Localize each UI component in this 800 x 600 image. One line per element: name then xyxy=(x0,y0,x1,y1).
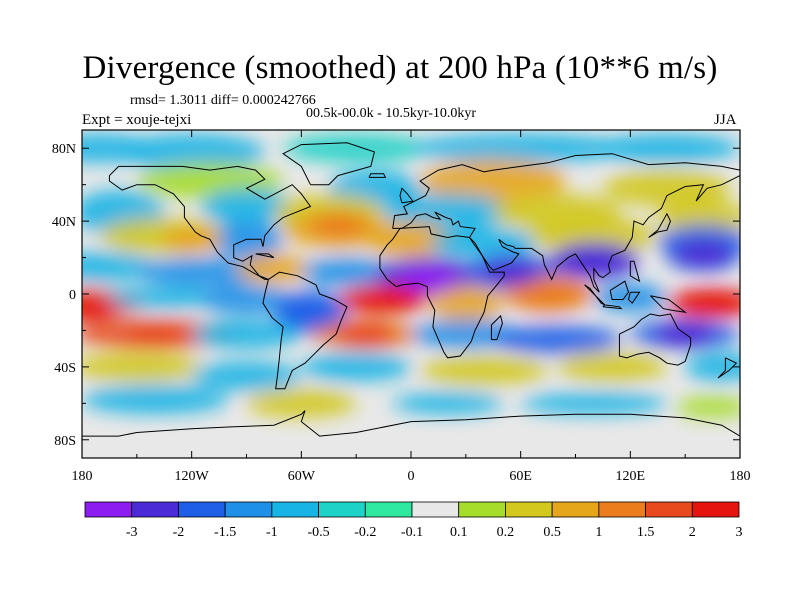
colorbar-label: 2 xyxy=(689,525,696,540)
coastline xyxy=(255,253,275,259)
colorbar-swatch xyxy=(224,501,273,518)
colorbar-swatch xyxy=(364,501,413,518)
colorbar-swatch xyxy=(84,501,133,518)
colorbar-swatch xyxy=(505,501,553,518)
colorbar-label: -0.5 xyxy=(307,525,329,540)
coastline xyxy=(282,142,375,186)
coastline xyxy=(108,165,312,280)
lat-tick-label: 40N xyxy=(52,215,76,230)
lon-tick-label: 60E xyxy=(509,469,532,484)
lat-tick-label: 0 xyxy=(69,288,76,303)
coastline xyxy=(648,212,672,238)
lon-tick-label: 120W xyxy=(175,469,210,484)
coastline xyxy=(392,175,740,293)
colorbar-swatch xyxy=(411,501,460,518)
axis-ticks: 80N 40N 0 40S 80S 180 120W 60W 0 60E 120E 180 xyxy=(52,130,751,484)
coastline xyxy=(82,410,740,437)
coastline xyxy=(602,304,623,310)
lat-tick-label: 80S xyxy=(54,434,76,449)
colorbar-label: -1 xyxy=(266,525,278,540)
colorbar-swatch xyxy=(131,501,179,518)
colorbar-swatch xyxy=(691,501,740,518)
coastline xyxy=(609,280,630,300)
lon-tick-label: 180 xyxy=(730,469,751,484)
experiment-label: Expt = xouje-tejxi xyxy=(82,112,192,128)
colorbar-swatch xyxy=(598,501,646,518)
field-feature xyxy=(683,290,740,316)
colorbar-swatch xyxy=(551,501,600,518)
lon-tick-label: 60W xyxy=(288,469,316,484)
coastline xyxy=(399,187,414,204)
map-title: Divergence (smoothed) at 200 hPa (10**6 … xyxy=(82,50,718,86)
colorbar-label: 1.5 xyxy=(637,525,655,540)
coastline xyxy=(368,173,387,178)
coastline xyxy=(262,271,348,390)
colorbar-label: -2 xyxy=(173,525,185,540)
field-feature xyxy=(564,244,624,271)
coastline xyxy=(584,284,606,306)
period-label: 00.5k-00.0k - 10.5kyr-10.0kyr xyxy=(306,106,477,121)
field-feature xyxy=(354,286,413,313)
field-feature xyxy=(162,226,221,253)
lat-tick-label: 40S xyxy=(54,361,76,376)
lon-tick-label: 120E xyxy=(616,469,646,484)
field-feature xyxy=(518,281,578,307)
field-feature xyxy=(400,266,459,293)
field-feature xyxy=(281,303,340,329)
coastline xyxy=(627,291,641,304)
coastline xyxy=(490,314,503,341)
colorbar-label: 0.1 xyxy=(450,525,468,540)
colorbar-label: 0.2 xyxy=(497,525,515,540)
field-feature xyxy=(482,259,541,285)
colorbar-swatch xyxy=(178,501,226,518)
colorbar-label: 1 xyxy=(595,525,602,540)
coastlines xyxy=(82,142,740,437)
coastline xyxy=(618,313,692,366)
lon-tick-label: 0 xyxy=(408,469,415,484)
coastline xyxy=(392,153,740,229)
colorbar-label: -1.5 xyxy=(214,525,236,540)
colorbar-label: -0.2 xyxy=(354,525,376,540)
colorbar-label: 0.5 xyxy=(543,525,561,540)
season-label: JJA xyxy=(714,112,737,128)
coastline xyxy=(717,357,738,379)
field-feature xyxy=(308,212,368,238)
coastline xyxy=(629,260,641,283)
field-feature xyxy=(125,321,185,347)
colorbar-label: -0.1 xyxy=(401,525,423,540)
coastline xyxy=(650,295,688,313)
colorbar-label: -3 xyxy=(126,525,138,540)
colorbar-swatch xyxy=(318,501,366,518)
lon-tick-label: 180 xyxy=(72,469,93,484)
coastline xyxy=(379,226,505,359)
colorbar-swatch xyxy=(645,501,693,518)
colorbar: -3 -2 -1.5 -1 -0.5 -0.2 -0.1 0.1 0.2 0.5 1 1.5 2 3 xyxy=(84,501,743,540)
field-feature xyxy=(82,295,121,322)
lat-tick-label: 80N xyxy=(52,142,76,157)
field-feature xyxy=(674,241,733,267)
field-feature xyxy=(336,321,395,347)
colorbar-swatch xyxy=(271,501,319,518)
colorbar-label: 3 xyxy=(736,525,743,540)
colorbar-swatch xyxy=(458,501,506,518)
stats-label: rmsd= 1.3011 diff= 0.000242766 xyxy=(130,93,316,108)
